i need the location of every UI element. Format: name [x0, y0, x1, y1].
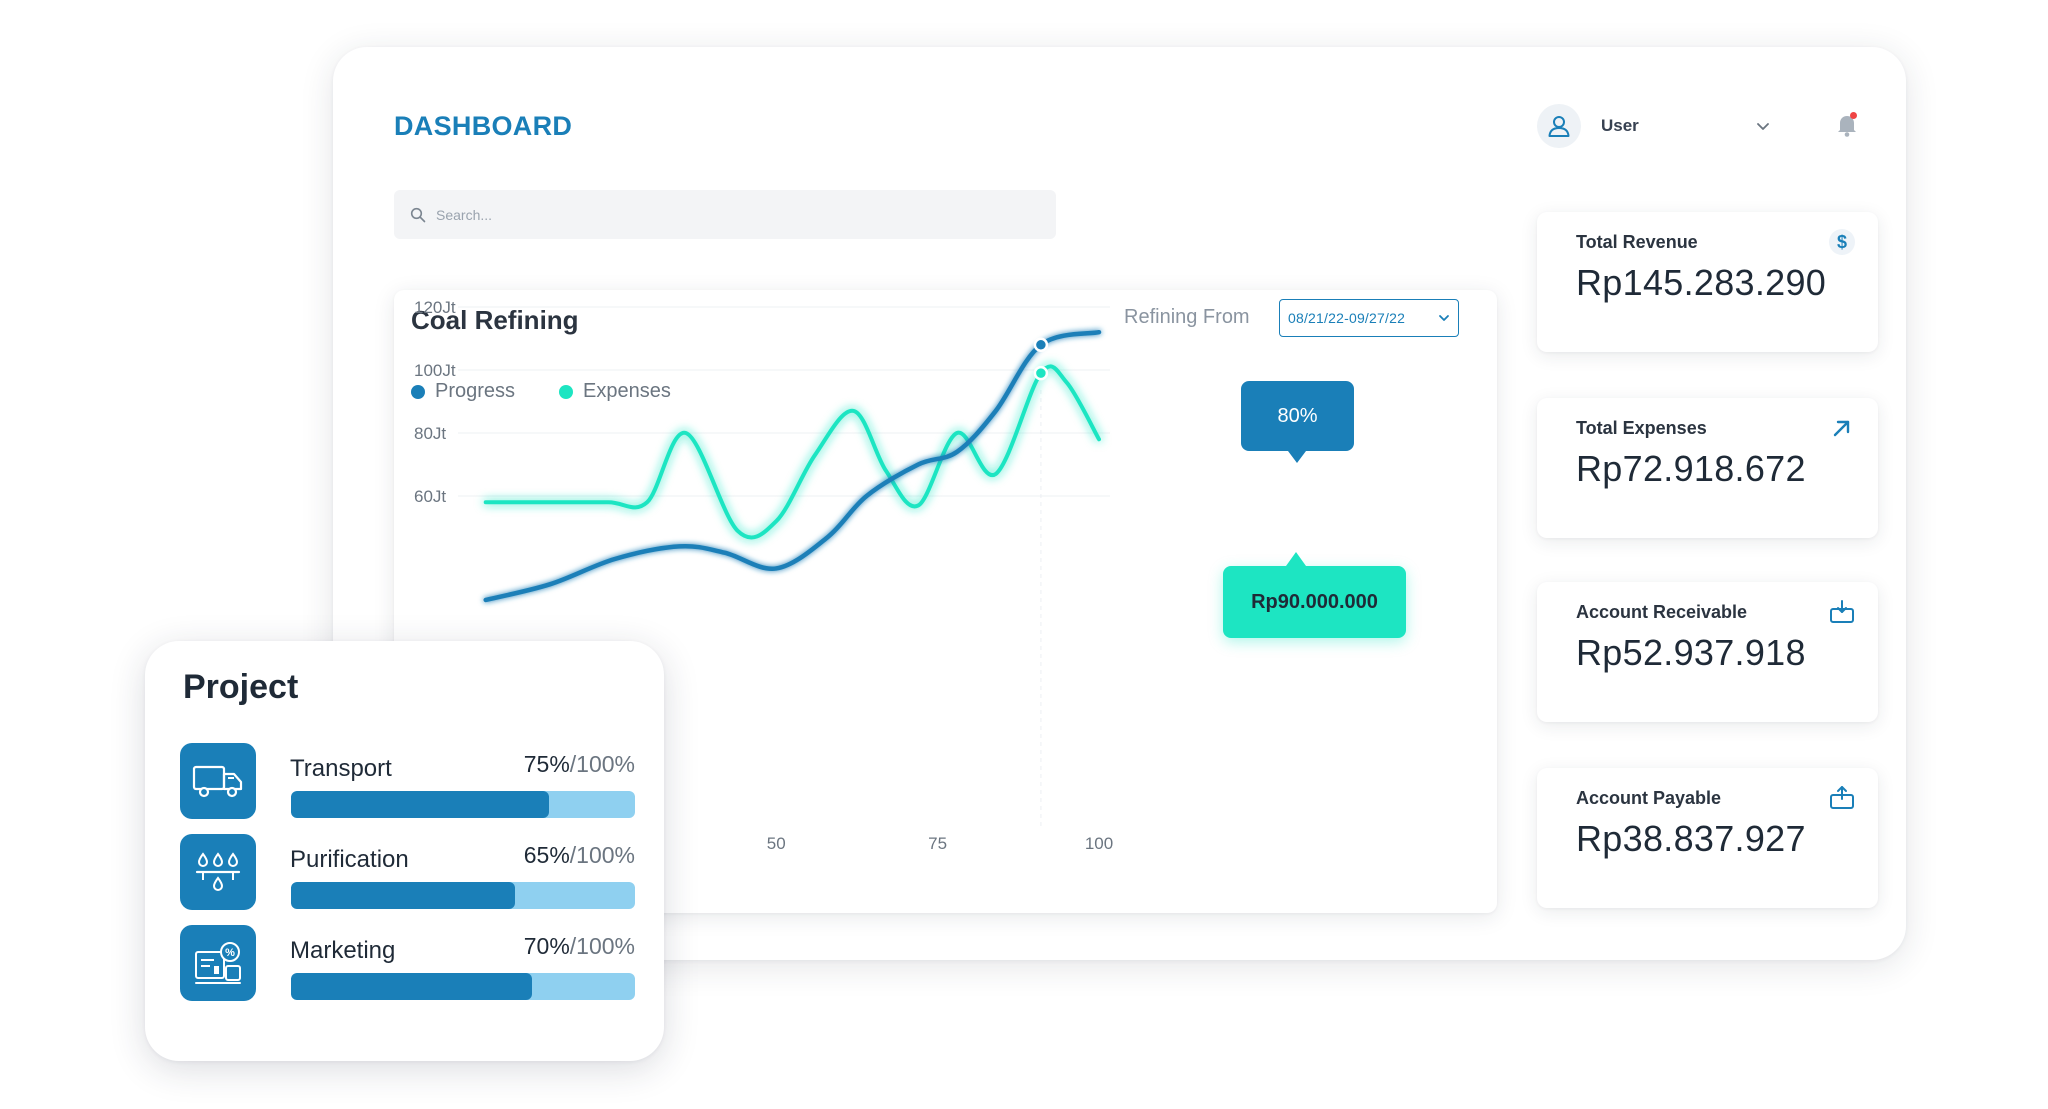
kpi-label: Total Revenue	[1576, 232, 1698, 252]
kpi-card-account-payable: Account Payable Rp38.837.927	[1537, 768, 1878, 908]
chart-title: Coal Refining	[411, 305, 579, 335]
kpi-value: Rp145.283.290	[1576, 262, 1827, 303]
project-name: Transport	[290, 755, 392, 782]
y-tick-label: 120Jt	[414, 298, 456, 317]
search-input[interactable]	[434, 205, 998, 224]
inbox-icon	[1830, 600, 1854, 623]
dollar-icon: $	[1829, 229, 1855, 255]
user-avatar[interactable]	[1537, 104, 1581, 148]
user-name: User	[1601, 116, 1639, 135]
kpi-value: Rp38.837.927	[1576, 818, 1806, 859]
page-title: DASHBOARD	[394, 111, 573, 141]
data-point-progress	[1033, 337, 1049, 353]
progress-fill	[291, 973, 532, 1000]
legend-label-progress: Progress	[435, 380, 516, 402]
y-tick-label: 80Jt	[414, 424, 446, 443]
tooltip-expenses: Rp90.000.000	[1223, 552, 1406, 638]
project-percentage: 75%/100%	[523, 751, 635, 777]
search-bar[interactable]	[394, 190, 1056, 239]
project-name: Purification	[290, 846, 409, 873]
kpi-label: Account Payable	[1576, 788, 1722, 808]
project-row-purification[interactable]: Purification 65%/100%	[180, 834, 635, 910]
project-percentage: 70%/100%	[523, 933, 635, 959]
outbox-icon	[1830, 786, 1854, 809]
legend-item-expenses[interactable]: Expenses	[559, 380, 671, 403]
progress-track	[291, 791, 635, 818]
kpi-label: Total Expenses	[1576, 418, 1707, 438]
project-title: Project	[183, 668, 299, 706]
progress-track	[291, 882, 635, 909]
chart-legend: Progress Expenses	[411, 380, 715, 403]
project-name: Marketing	[290, 937, 396, 964]
y-tick-label: 60Jt	[414, 487, 446, 506]
kpi-card-total-revenue: Total Revenue Rp145.283.290 $	[1537, 212, 1878, 352]
tooltip-progress: 80%	[1241, 381, 1354, 463]
kpi-value: Rp72.918.672	[1576, 448, 1806, 489]
user-menu[interactable]: User	[1537, 104, 1777, 148]
series-line-expenses	[483, 364, 1101, 540]
kpi-label: Account Receivable	[1576, 602, 1748, 622]
project-row-transport[interactable]: Transport 75%/100%	[180, 743, 635, 819]
kpi-card-account-receivable: Account Receivable Rp52.937.918	[1537, 582, 1878, 722]
search-icon	[410, 207, 426, 222]
chevron-down-icon	[1439, 315, 1449, 321]
data-point-expenses	[1033, 365, 1049, 381]
kpi-card-total-expenses: Total Expenses Rp72.918.672	[1537, 398, 1878, 538]
truck-icon	[192, 765, 243, 798]
water-drops-icon	[195, 852, 241, 891]
marketing-board-icon: %	[195, 942, 241, 984]
bell-icon[interactable]	[1836, 112, 1858, 138]
project-percentage: 65%/100%	[523, 842, 635, 868]
y-tick-label: 100Jt	[414, 361, 456, 380]
series-line-progress	[483, 329, 1102, 603]
x-tick-label: 50	[767, 834, 786, 853]
legend-dot-progress	[411, 384, 425, 399]
arrow-up-right-icon	[1833, 420, 1850, 437]
date-range-value: 08/21/22-09/27/22	[1288, 310, 1406, 326]
user-icon	[1548, 116, 1570, 137]
progress-fill	[291, 882, 515, 909]
progress-fill	[291, 791, 549, 818]
legend-item-progress[interactable]: Progress	[411, 380, 515, 403]
date-range-select[interactable]: 08/21/22-09/27/22	[1279, 299, 1459, 337]
kpi-value: Rp52.937.918	[1576, 632, 1806, 673]
svg-text:%: %	[225, 947, 235, 959]
x-tick-label: 100	[1085, 834, 1113, 853]
chevron-down-icon[interactable]	[1755, 118, 1771, 134]
notification-dot	[1850, 112, 1857, 119]
line-chart: 120Jt100Jt80Jt60Jt255075100	[414, 298, 1113, 853]
svg-text:$: $	[1837, 232, 1847, 252]
refining-from-label: Refining From	[1124, 306, 1250, 328]
legend-dot-expenses	[559, 384, 574, 399]
progress-track	[291, 973, 635, 1000]
project-row-marketing[interactable]: % Marketing 70%/100%	[180, 925, 635, 1001]
legend-label-expenses: Expenses	[583, 380, 671, 402]
x-tick-label: 75	[928, 834, 947, 853]
